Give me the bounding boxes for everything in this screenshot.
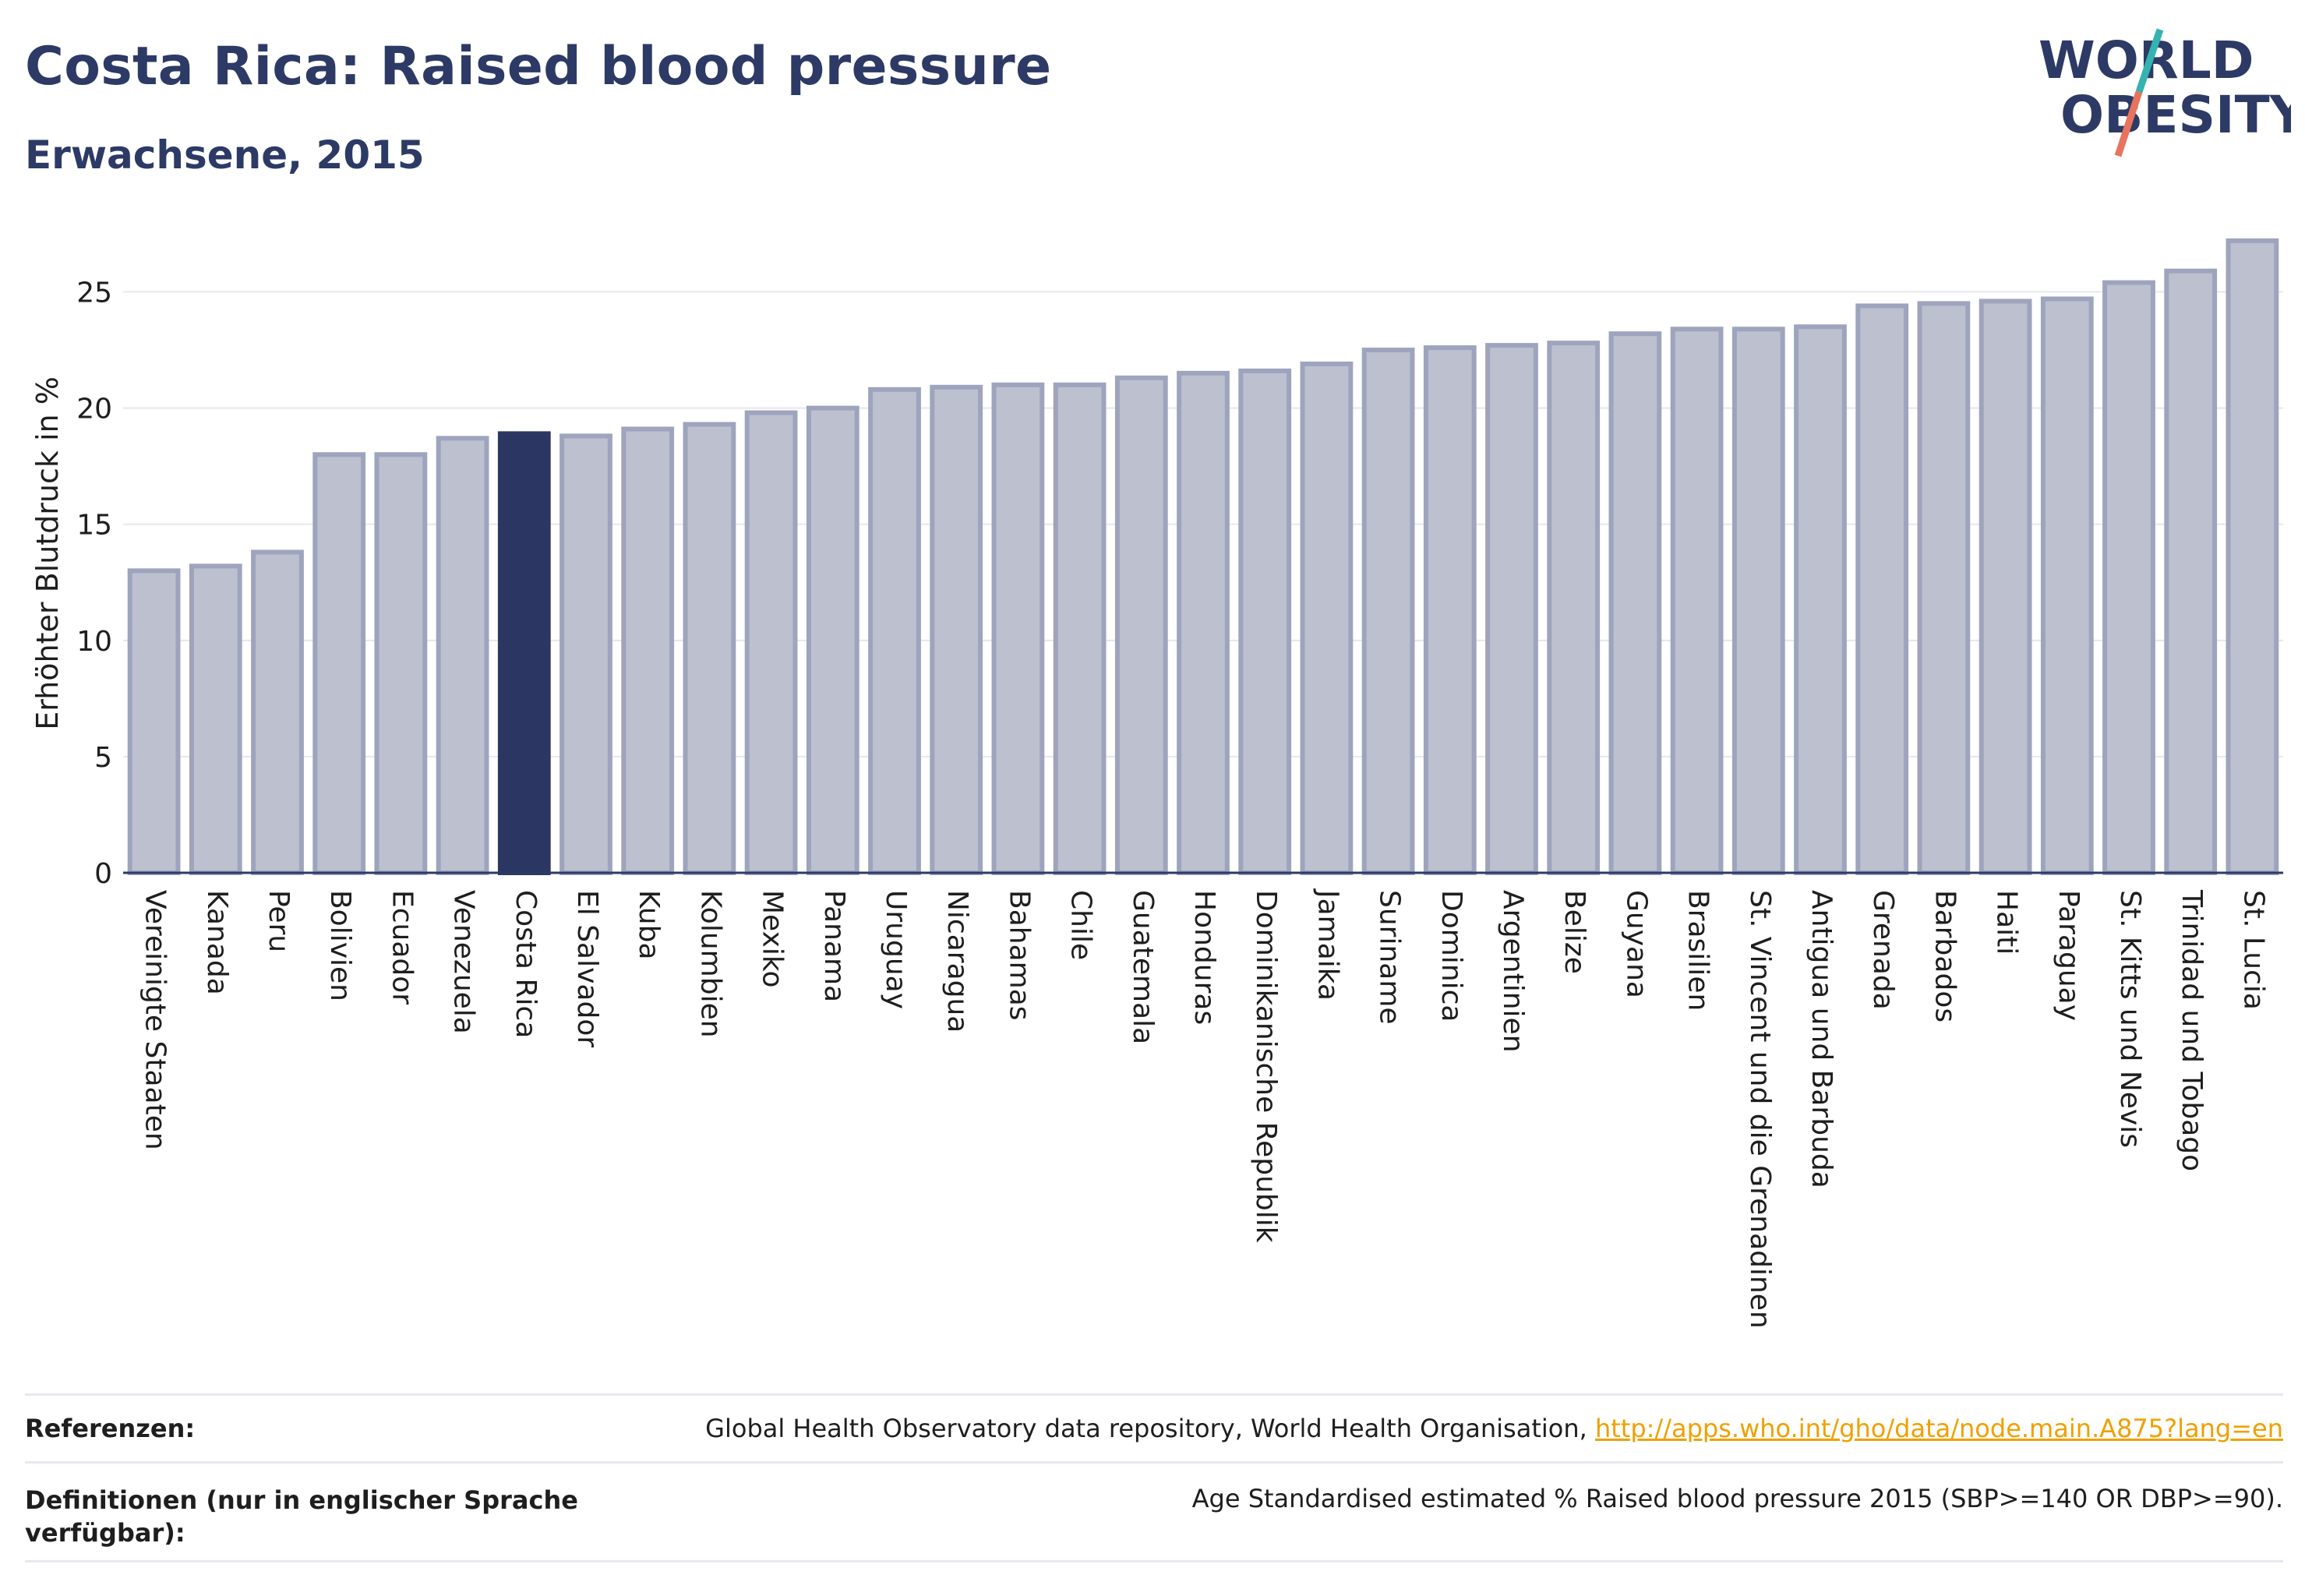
bar <box>1731 327 1785 876</box>
bar <box>1053 382 1107 875</box>
x-tick-label: Peru <box>263 890 295 952</box>
bar <box>374 452 428 875</box>
x-tick-label: Costa Rica <box>510 890 542 1038</box>
x-tick-label: Brasilien <box>1682 890 1714 1011</box>
bar <box>683 422 736 875</box>
definitions-row: Definitionen (nur in englischer Sprache … <box>25 1461 2283 1562</box>
references-source: Global Health Observatory data repositor… <box>705 1414 1587 1443</box>
bar <box>806 405 860 875</box>
references-table: Referenzen: Global Health Observatory da… <box>25 1393 2283 1562</box>
definitions-text: Age Standardised estimated % Raised bloo… <box>1191 1484 2283 1513</box>
x-tick-label: Haiti <box>1991 890 2023 955</box>
y-tick-label: 0 <box>94 858 112 890</box>
x-tick-label: Paraguay <box>2053 890 2084 1021</box>
bar-chart: 0 5 10 15 20 25 Erhöhter Blutdruck in % Vereini… <box>30 238 2283 1329</box>
x-tick-label: Ecuador <box>386 890 418 1005</box>
bar <box>127 568 181 875</box>
x-tick-label: Trinidad und Tobago <box>2176 889 2208 1171</box>
x-tick-label: Suriname <box>1374 890 1406 1025</box>
bar <box>559 433 612 875</box>
x-tick-label: St. Vincent und die Grenadinen <box>1744 890 1776 1329</box>
bar <box>189 563 242 876</box>
x-tick-label: Chile <box>1065 890 1097 960</box>
bar <box>621 426 675 875</box>
x-tick-label: Jamaika <box>1311 888 1343 1001</box>
x-tick-label: Belize <box>1558 890 1590 974</box>
y-tick-label: 5 <box>94 742 112 774</box>
x-tick-label: Kuba <box>633 890 665 960</box>
x-tick-label: Uruguay <box>880 890 912 1009</box>
x-tick-label: Barbados <box>1929 890 1961 1022</box>
x-tick-label: Panama <box>818 890 850 1002</box>
bar <box>1855 303 1909 876</box>
x-tick-label: St. Lucia <box>2237 890 2269 1010</box>
bar <box>2226 238 2279 876</box>
logo-obesity-text: OBESITY <box>2060 85 2291 145</box>
y-axis-title: Erhöhter Blutdruck in % <box>30 376 65 730</box>
x-tick-label: Grenada <box>1867 890 1899 1010</box>
x-tick-label: Honduras <box>1188 890 1220 1025</box>
y-tick-label: 25 <box>76 277 112 309</box>
bar <box>1794 324 1847 876</box>
x-tick-label: Kanada <box>201 890 233 995</box>
x-tick-label: Dominica <box>1435 890 1467 1022</box>
x-tick-label: Mexiko <box>757 890 789 987</box>
bar <box>2102 280 2155 876</box>
bar <box>1238 368 1292 876</box>
bar <box>312 452 366 875</box>
bar <box>251 549 304 875</box>
bar <box>1978 298 2032 875</box>
chart-title: Costa Rica: Raised blood pressure <box>25 36 1052 97</box>
bar <box>868 387 921 876</box>
references-label: Referenzen: <box>25 1414 196 1443</box>
bar <box>1361 348 1415 876</box>
references-link[interactable]: http://apps.who.int/gho/data/node.main.A… <box>1594 1414 2283 1443</box>
y-tick-label: 10 <box>76 626 112 658</box>
y-tick-label: 15 <box>76 510 112 542</box>
x-tick-label: Vereinigte Staaten <box>139 890 171 1150</box>
bar <box>930 384 983 875</box>
bar <box>991 382 1045 875</box>
bar <box>1300 361 1354 875</box>
references-row: Referenzen: Global Health Observatory da… <box>25 1393 2283 1461</box>
bar-highlight <box>497 431 551 875</box>
x-tick-label: Dominikanische Republik <box>1250 890 1282 1243</box>
bar <box>436 436 489 875</box>
chart-subtitle: Erwachsene, 2015 <box>25 132 425 178</box>
x-tick-label: Argentinien <box>1497 890 1529 1053</box>
x-tick-label: Guatemala <box>1127 890 1159 1044</box>
y-tick-label: 20 <box>76 394 112 425</box>
x-tick-label: Guyana <box>1620 890 1652 998</box>
bar <box>1177 370 1230 875</box>
bar <box>1670 327 1724 876</box>
bar <box>2040 296 2094 875</box>
definitions-label: Definitionen (nur in englischer Sprache … <box>25 1485 578 1548</box>
logo-coral-slash <box>2114 90 2143 157</box>
bar <box>1485 343 1538 875</box>
x-tick-label: Nicaragua <box>941 890 973 1033</box>
x-tick-label: Venezuela <box>448 890 480 1034</box>
x-tick-label: El Salvador <box>571 890 603 1047</box>
bar <box>744 410 798 875</box>
x-tick-label: St. Kitts und Nevis <box>2114 890 2146 1148</box>
x-tick-label: Kolumbien <box>694 890 726 1038</box>
references-text: Global Health Observatory data repositor… <box>705 1414 2283 1443</box>
logo-teal-slash <box>2135 28 2164 94</box>
x-tick-label: Bolivien <box>324 890 356 1001</box>
bar <box>1547 341 1601 875</box>
world-obesity-logo: WORLD OBESITY <box>2038 28 2291 157</box>
bar <box>2164 268 2218 875</box>
bar <box>1917 301 1971 876</box>
bar <box>1423 345 1477 876</box>
bar <box>1114 375 1168 875</box>
bar <box>1608 331 1662 875</box>
x-tick-label: Antigua und Barbuda <box>1806 890 1837 1188</box>
x-tick-label: Bahamas <box>1003 890 1035 1021</box>
